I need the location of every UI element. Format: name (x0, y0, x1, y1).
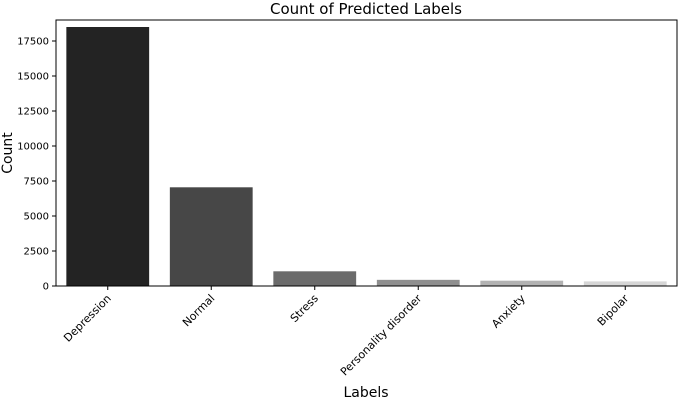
bar-normal (169, 187, 253, 286)
x-tick-label: Personality disorder (338, 292, 425, 379)
y-tick-label: 12500 (17, 107, 49, 118)
x-tick-label: Stress (288, 292, 321, 325)
x-tick-label: Depression (61, 292, 114, 345)
x-axis-ticks: Depression Normal Stress Personality disord… (61, 286, 632, 378)
x-axis-label: Labels (343, 385, 388, 401)
y-axis-ticks: 0 2500 5000 7500 10000 12500 15000 17500 (17, 37, 56, 293)
x-tick-label: Bipolar (595, 292, 632, 329)
bar-depression (66, 27, 150, 286)
plot-frame (55, 19, 678, 287)
bar-personality-disorder (376, 279, 460, 286)
y-tick-label: 2500 (24, 247, 49, 258)
bar-stress (273, 271, 357, 286)
y-tick-label: 15000 (17, 72, 49, 83)
x-tick-label: Normal (180, 292, 217, 329)
chart-title: Count of Predicted Labels (270, 0, 462, 18)
y-tick-label: 17500 (17, 37, 49, 48)
bar-bipolar (583, 281, 667, 286)
y-tick-label: 7500 (24, 177, 49, 188)
y-axis-label: Count (0, 132, 16, 174)
bar-anxiety (480, 280, 564, 286)
y-tick-label: 10000 (17, 142, 49, 153)
bars-layer (66, 27, 667, 286)
y-tick-label: 0 (43, 282, 49, 293)
x-tick-label: Anxiety (489, 292, 528, 331)
y-tick-label: 5000 (24, 212, 49, 223)
